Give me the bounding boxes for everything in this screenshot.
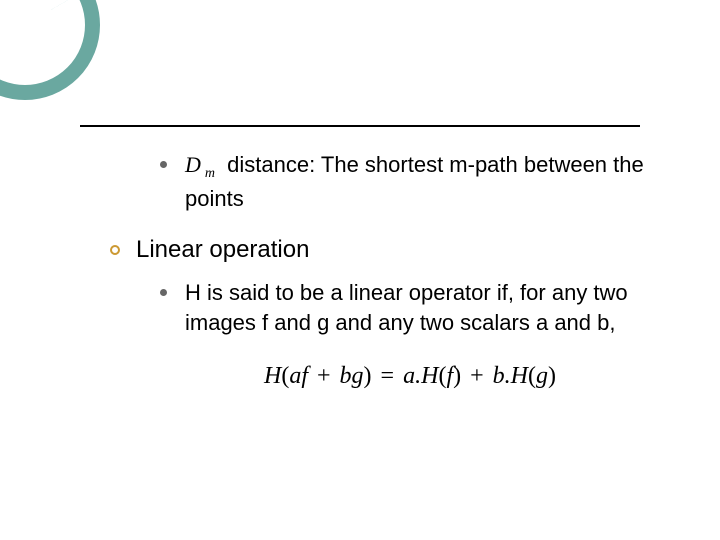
filled-bullet-icon: [160, 161, 167, 168]
bullet-text: Dm distance: The shortest m-path between…: [185, 150, 660, 214]
slide-content: Dm distance: The shortest m-path between…: [100, 150, 660, 390]
heading-text: Linear operation: [136, 234, 660, 266]
math-variable-D: D: [185, 152, 201, 177]
equation-block: H(af + bg) = a.H(f) + b.H(g): [140, 363, 680, 390]
horizontal-rule: [80, 125, 640, 127]
sub-bullet-item: H is said to be a linear operator if, fo…: [160, 278, 660, 337]
equation-text: H(af + bg) = a.H(f) + b.H(g): [264, 363, 556, 389]
main-bullet-item: Linear operation: [110, 234, 660, 266]
math-subscript-m: m: [205, 166, 215, 181]
item1-text: distance: The shortest m-path between th…: [185, 152, 644, 211]
filled-bullet-icon: [160, 289, 167, 296]
item2-text: H is said to be a linear operator if, fo…: [185, 278, 660, 337]
open-circle-bullet-icon: [110, 245, 120, 255]
sub-bullet-item: Dm distance: The shortest m-path between…: [160, 150, 660, 214]
decorative-corner-ring: [0, 0, 100, 100]
